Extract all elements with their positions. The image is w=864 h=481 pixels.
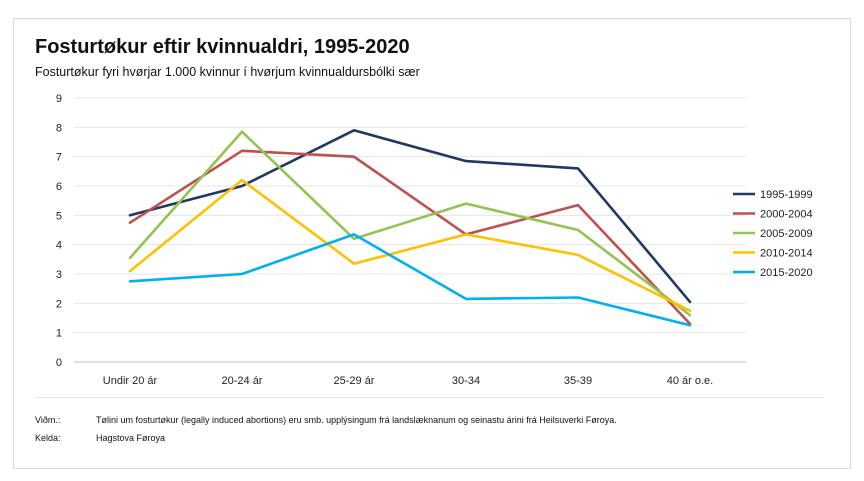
y-tick-label: 1 [56,328,62,340]
legend-label: 2010-2014 [760,248,813,260]
x-tick-label: 35-39 [564,375,592,387]
source-text: Hagstova Føroya [96,433,166,443]
source-label: Kelda: [35,433,61,443]
legend-label: 2005-2009 [760,228,813,240]
series-line [128,129,692,304]
y-tick-label: 3 [56,269,62,281]
note-label: Viðm.: [35,415,61,425]
footer-divider [35,397,824,398]
chart-subtitle: Fosturtøkur fyri hvørjar 1.000 kvinnur í… [35,65,420,79]
legend-label: 1995-1999 [760,189,813,201]
series-line [128,233,692,327]
y-tick-label: 6 [56,181,62,193]
y-tick-label: 9 [56,93,62,105]
y-tick-label: 7 [56,152,62,164]
y-tick-label: 8 [56,122,62,134]
x-tick-label: 20-24 ár [222,375,263,387]
x-tick-label: Undir 20 ár [103,375,158,387]
y-tick-label: 0 [56,357,62,369]
note-text: Tølini um fosturtøkur (legally induced a… [96,415,617,425]
series-line [128,178,692,313]
y-tick-label: 4 [56,240,62,252]
x-tick-label: 25-29 ár [334,375,375,387]
x-tick-label: 30-34 [452,375,480,387]
legend-label: 2015-2020 [760,267,813,279]
series-line [128,130,692,317]
legend-label: 2000-2004 [760,209,813,221]
chart-title: Fosturtøkur eftir kvinnualdri, 1995-2020 [35,36,410,58]
x-tick-label: 40 ár o.e. [667,375,713,387]
y-tick-label: 2 [56,298,62,310]
y-tick-label: 5 [56,210,62,222]
series-line [128,149,692,326]
